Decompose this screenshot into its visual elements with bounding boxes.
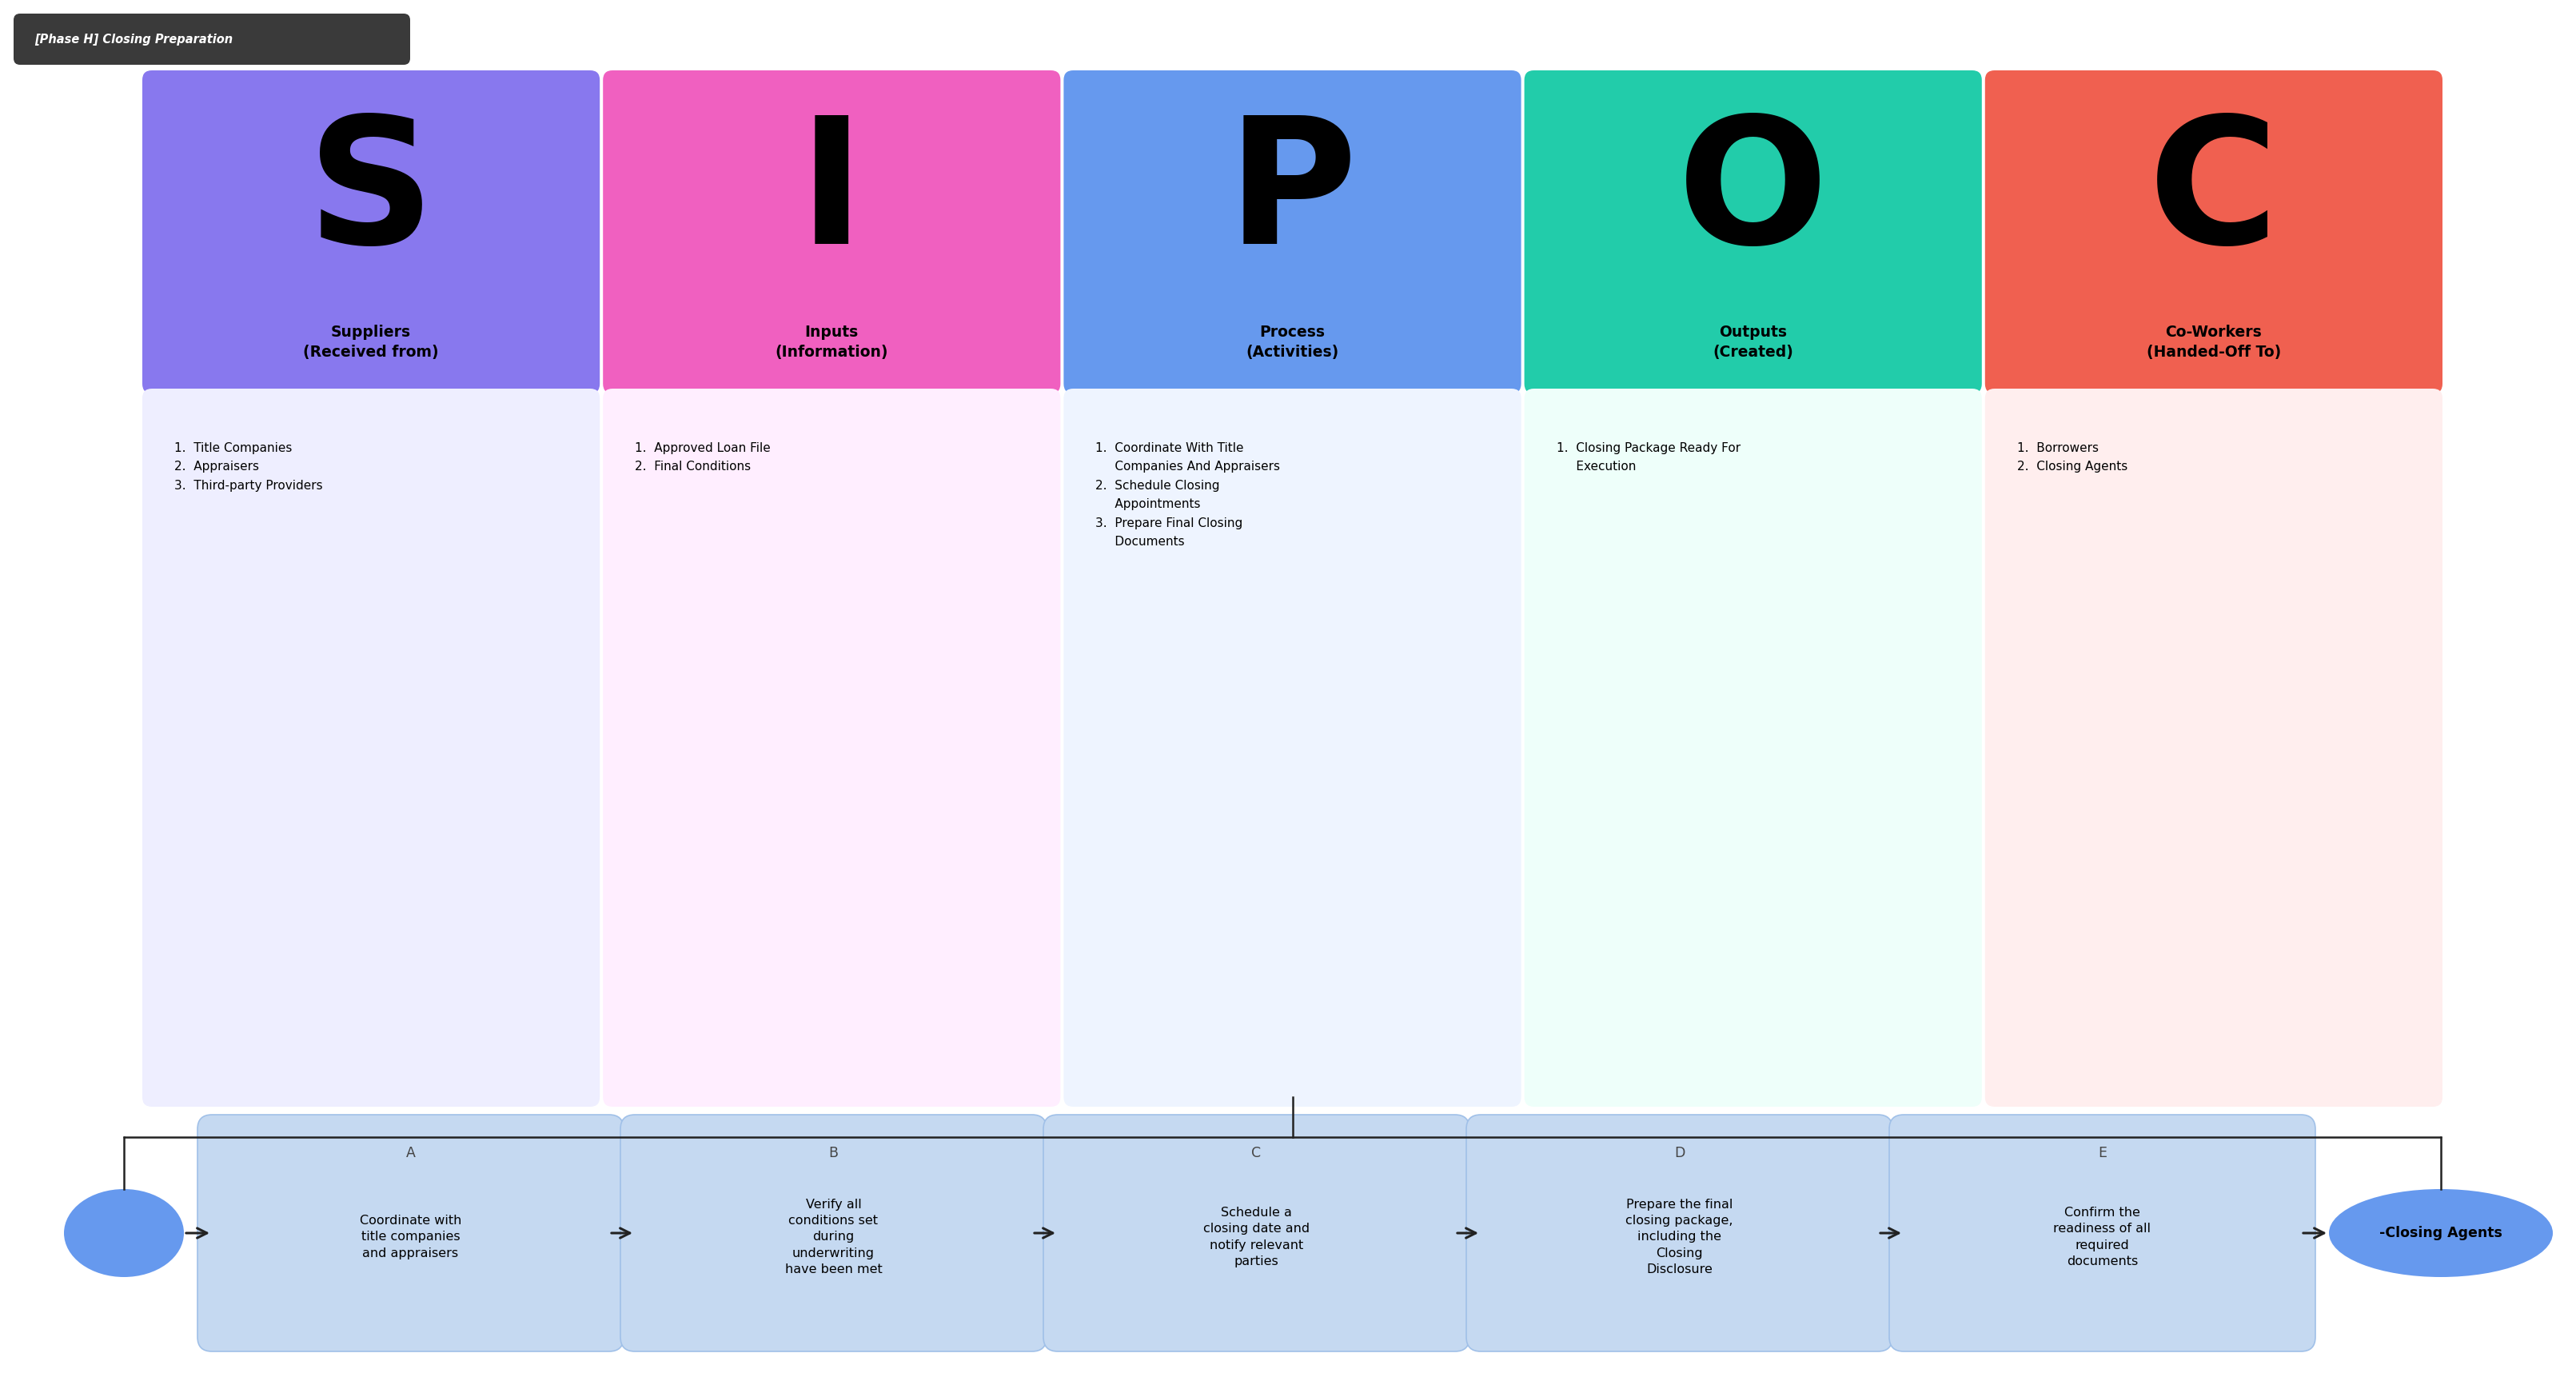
Text: 1.  Coordinate With Title
     Companies And Appraisers
2.  Schedule Closing
   : 1. Coordinate With Title Companies And A… <box>1095 442 1280 548</box>
Text: Process
(Activities): Process (Activities) <box>1247 325 1340 359</box>
FancyBboxPatch shape <box>1064 70 1520 394</box>
Text: Coordinate with
title companies
and appraisers: Coordinate with title companies and appr… <box>361 1215 461 1259</box>
Text: Outputs
(Created): Outputs (Created) <box>1713 325 1793 359</box>
FancyBboxPatch shape <box>13 14 410 65</box>
FancyBboxPatch shape <box>198 1114 623 1352</box>
FancyBboxPatch shape <box>1984 388 2442 1106</box>
Text: C: C <box>1252 1146 1260 1160</box>
Text: C: C <box>2148 110 2277 280</box>
Text: Suppliers
(Received from): Suppliers (Received from) <box>304 325 438 359</box>
Text: 1.  Approved Loan File
2.  Final Conditions: 1. Approved Loan File 2. Final Condition… <box>634 442 770 472</box>
FancyBboxPatch shape <box>1043 1114 1468 1352</box>
Text: -Closing Agents: -Closing Agents <box>2378 1226 2501 1240</box>
Text: [Phase H] Closing Preparation: [Phase H] Closing Preparation <box>33 33 232 46</box>
Text: E: E <box>2097 1146 2107 1160</box>
FancyBboxPatch shape <box>1984 70 2442 394</box>
Text: O: O <box>1677 110 1829 280</box>
Text: Prepare the final
closing package,
including the
Closing
Disclosure: Prepare the final closing package, inclu… <box>1625 1199 1734 1276</box>
Text: A: A <box>404 1146 415 1160</box>
Ellipse shape <box>2329 1189 2553 1277</box>
Text: B: B <box>829 1146 837 1160</box>
Text: D: D <box>1674 1146 1685 1160</box>
Text: I: I <box>799 110 866 280</box>
FancyBboxPatch shape <box>603 388 1061 1106</box>
Text: P: P <box>1226 110 1358 280</box>
Text: Confirm the
readiness of all
required
documents: Confirm the readiness of all required do… <box>2053 1207 2151 1268</box>
Text: Inputs
(Information): Inputs (Information) <box>775 325 889 359</box>
Text: 1.  Borrowers
2.  Closing Agents: 1. Borrowers 2. Closing Agents <box>2017 442 2128 472</box>
Text: 1.  Closing Package Ready For
     Execution: 1. Closing Package Ready For Execution <box>1556 442 1739 472</box>
Text: 1.  Title Companies
2.  Appraisers
3.  Third-party Providers: 1. Title Companies 2. Appraisers 3. Thir… <box>175 442 322 492</box>
FancyBboxPatch shape <box>603 70 1061 394</box>
FancyBboxPatch shape <box>142 70 600 394</box>
Text: Schedule a
closing date and
notify relevant
parties: Schedule a closing date and notify relev… <box>1203 1207 1309 1268</box>
FancyBboxPatch shape <box>1525 70 1981 394</box>
FancyBboxPatch shape <box>1888 1114 2316 1352</box>
Ellipse shape <box>64 1189 183 1277</box>
FancyBboxPatch shape <box>1064 388 1520 1106</box>
FancyBboxPatch shape <box>142 388 600 1106</box>
FancyBboxPatch shape <box>1466 1114 1891 1352</box>
FancyBboxPatch shape <box>1525 388 1981 1106</box>
Text: S: S <box>307 110 435 280</box>
Text: Co-Workers
(Handed-Off To): Co-Workers (Handed-Off To) <box>2146 325 2280 359</box>
Text: Verify all
conditions set
during
underwriting
have been met: Verify all conditions set during underwr… <box>786 1199 881 1276</box>
FancyBboxPatch shape <box>621 1114 1046 1352</box>
